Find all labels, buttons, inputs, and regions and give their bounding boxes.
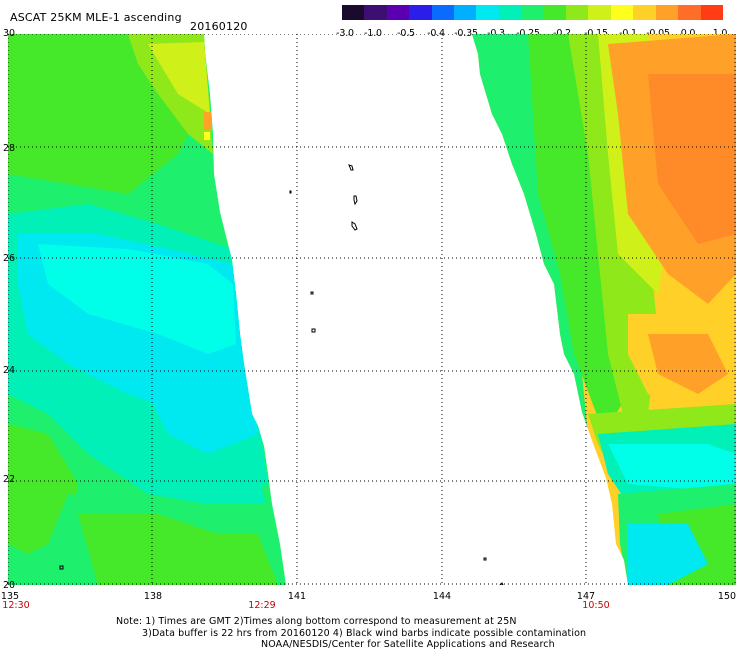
island-outline-1: [353, 195, 358, 206]
islands: [59, 164, 504, 585]
lon-label-150: 150: [717, 591, 737, 602]
colorbar-swatch-11: [588, 5, 611, 20]
lon-label-141: 141: [287, 591, 307, 602]
colorbar-swatch-13: [633, 5, 656, 20]
lon-label-147: 147: [576, 591, 596, 602]
colorbar-swatch-6: [476, 5, 499, 20]
colorbar-label: -3.0: [336, 28, 354, 39]
colorbar-swatch-16: [700, 5, 723, 20]
note-line-3: NOAA/NESDIS/Center for Satellite Applica…: [261, 639, 555, 650]
island-outline-4: [310, 291, 314, 295]
lon-label-138: 138: [143, 591, 163, 602]
colorbar-label: -0.05: [646, 28, 670, 39]
colorbar-swatch-8: [521, 5, 544, 20]
wind-map: [8, 34, 736, 585]
product-date: 20160120: [190, 20, 248, 33]
lat-label-22: 22: [3, 474, 16, 485]
colorbar-legend: -3.0-1.0-0.5-0.4-0.35-0.3-0.25-0.2-0.15-…: [336, 5, 727, 39]
lon-label-144: 144: [432, 591, 452, 602]
colorbar-swatch-1: [364, 5, 387, 20]
colorbar-swatch-2: [386, 5, 410, 20]
grid-lines: [8, 34, 736, 585]
colorbar-label: -0.2: [553, 28, 571, 39]
colorbar-swatch-15: [678, 5, 701, 20]
left-swath: [8, 34, 286, 585]
colorbar-swatch-10: [566, 5, 589, 20]
colorbar-label: -0.5: [397, 28, 415, 39]
lon-label-135: 135: [0, 591, 20, 602]
lat-label-30: 30: [3, 28, 16, 39]
colorbar-label: -0.35: [454, 28, 478, 39]
note-line-2: 3)Data buffer is 22 hrs from 20160120 4)…: [142, 628, 587, 639]
island-outline-3: [289, 190, 292, 194]
product-title: ASCAT 25KM MLE-1 ascending: [10, 11, 182, 24]
island-outline-0: [348, 164, 354, 171]
island-outline-5: [311, 328, 316, 333]
right-swath: [472, 34, 736, 585]
colorbar-swatch-12: [610, 5, 634, 20]
colorbar-swatch-0: [342, 5, 365, 20]
colorbar-swatch-14: [655, 5, 679, 20]
time-label-mid: 12:29: [248, 600, 276, 611]
island-outline-2: [351, 221, 358, 231]
island-outline-6: [59, 565, 64, 570]
colorbar-swatch-9: [543, 5, 567, 20]
colorbar-swatch-5: [454, 5, 477, 20]
lat-label-28: 28: [3, 143, 16, 154]
colorbar-swatch-7: [498, 5, 522, 20]
lat-label-24: 24: [3, 365, 16, 376]
lat-label-20: 20: [3, 580, 16, 591]
colorbar-swatch-4: [431, 5, 455, 20]
time-label-end: 10:50: [582, 600, 610, 611]
colorbar-swatch-3: [409, 5, 432, 20]
note-line-1: Note: 1) Times are GMT 2)Times along bot…: [116, 616, 517, 627]
colorbar: [342, 5, 723, 20]
lat-label-26: 26: [3, 253, 16, 264]
time-label-start: 12:30: [2, 600, 30, 611]
island-outline-7: [483, 557, 487, 561]
colorbar-label: -1.0: [364, 28, 382, 39]
data-swaths: [8, 34, 736, 585]
